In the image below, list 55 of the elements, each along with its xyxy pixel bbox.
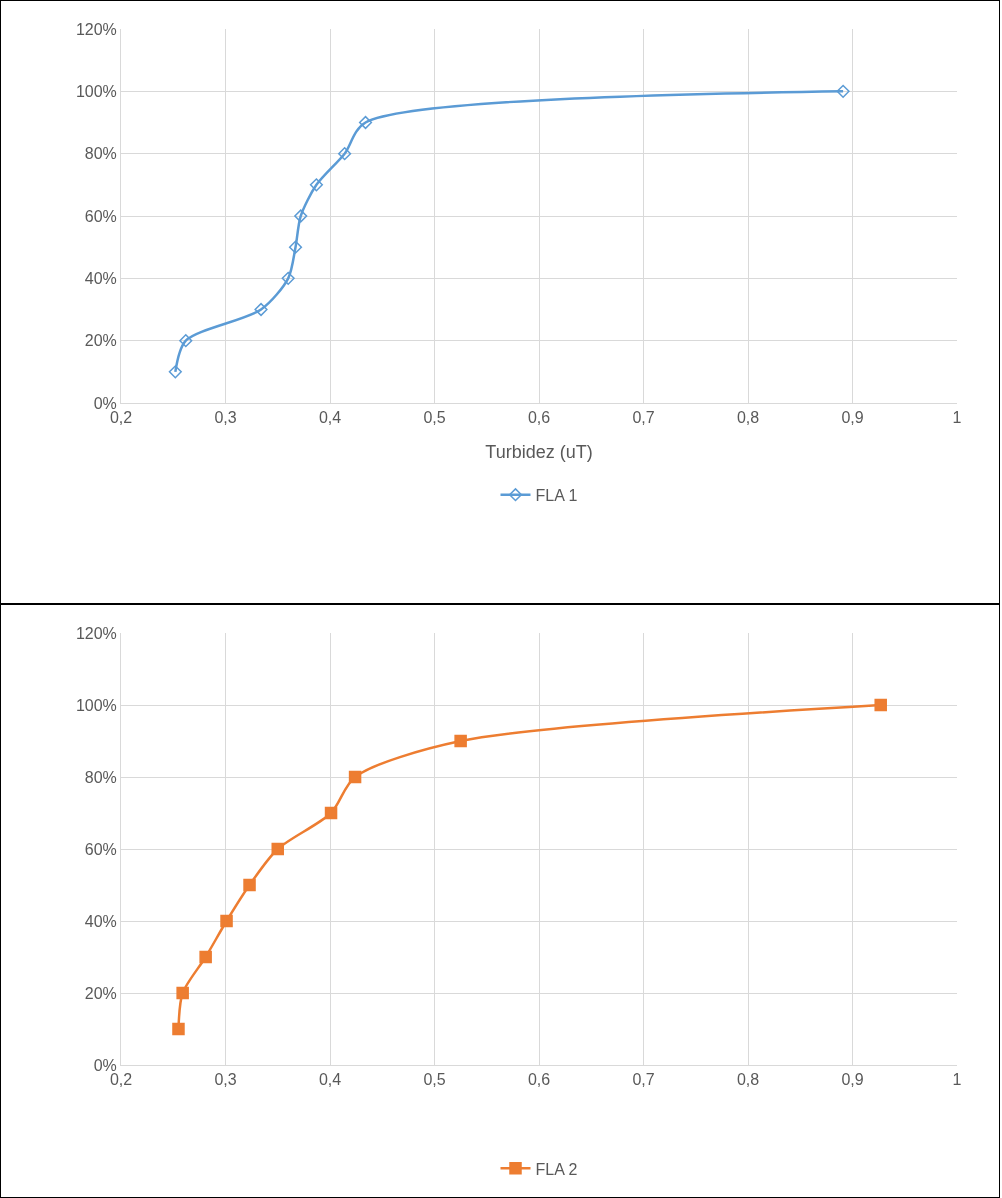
point xyxy=(309,178,324,192)
point xyxy=(176,986,189,1000)
point xyxy=(254,302,268,317)
point xyxy=(836,84,850,98)
x-tick-label: 1 xyxy=(952,1071,962,1089)
y-tick-label: 20% xyxy=(84,332,117,350)
x-tick-label: 0,8 xyxy=(736,1071,760,1089)
point xyxy=(220,914,233,928)
y-tick-label: 80% xyxy=(84,768,117,786)
y-tick-label: 0% xyxy=(93,1056,117,1074)
x-tick-label: 0,2 xyxy=(109,1071,133,1089)
x-tick-label: 0,3 xyxy=(214,1071,237,1089)
point xyxy=(324,806,338,820)
x-tick-label: 0,9 xyxy=(841,1071,864,1089)
point xyxy=(358,115,373,130)
point xyxy=(348,770,362,784)
x-tick-label: 0,6 xyxy=(527,409,551,427)
y-tick-label: 120% xyxy=(75,20,117,38)
x-tick-label: 0,9 xyxy=(841,409,864,427)
x-tick-label: 0,4 xyxy=(318,1071,342,1089)
x-tick-label: 0,5 xyxy=(423,1071,446,1089)
point xyxy=(243,878,256,892)
point xyxy=(338,147,352,161)
point xyxy=(281,271,295,285)
x-tick-label: 0,3 xyxy=(214,409,237,427)
x-tick-label: 1 xyxy=(952,409,962,427)
y-tick-label: 100% xyxy=(75,82,117,100)
point xyxy=(172,1022,185,1036)
y-tick-label: 20% xyxy=(84,984,117,1002)
y-tick-label: 60% xyxy=(84,840,117,858)
y-tick-label: 80% xyxy=(84,145,117,163)
y-tick-label: 60% xyxy=(84,207,117,225)
y-tick-label: 100% xyxy=(75,696,117,714)
x-tick-label: 0,8 xyxy=(736,409,760,427)
point xyxy=(294,209,308,223)
point xyxy=(168,365,182,379)
legend-label: FLA 1 xyxy=(535,486,578,504)
y-tick-label: 40% xyxy=(84,269,117,287)
x-tick-label: 0,5 xyxy=(423,409,446,427)
point xyxy=(271,842,284,856)
y-tick-label: 40% xyxy=(84,912,117,930)
x-tick-label: 0,7 xyxy=(632,409,655,427)
point xyxy=(179,334,193,348)
point xyxy=(288,240,303,254)
legend-label: FLA 2 xyxy=(535,1160,578,1178)
x-tick-label: 0,7 xyxy=(632,1071,655,1089)
x-tick-label: 0,4 xyxy=(318,409,342,427)
x-tick-label: 0,6 xyxy=(527,1071,551,1089)
point xyxy=(874,698,887,712)
x-tick-label: 0,2 xyxy=(109,409,133,427)
x-axis-title: Turbidez (uT) xyxy=(485,442,593,463)
y-tick-label: 120% xyxy=(75,624,117,642)
y-tick-label: 0% xyxy=(93,394,117,412)
point xyxy=(454,734,467,748)
point xyxy=(199,950,212,964)
